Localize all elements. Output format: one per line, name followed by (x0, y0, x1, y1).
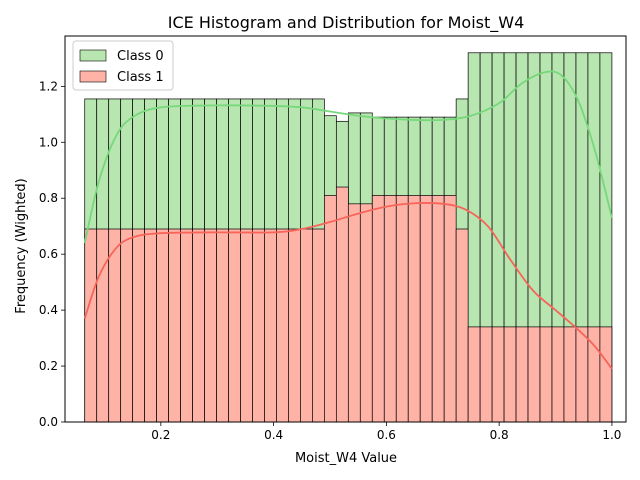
bar-class-1-bin-25 (383, 195, 397, 423)
bar-class-1-bin-29 (431, 195, 445, 423)
bar-class-1-bin-9 (192, 228, 205, 423)
y-tick-label: 0.0 (39, 415, 58, 429)
bar-class-1-bin-10 (204, 228, 217, 423)
bar-class-1-bin-39 (551, 326, 565, 423)
bar-class-1-bin-40 (563, 326, 577, 423)
bar-class-1-bin-19 (312, 228, 325, 423)
bar-class-1-bin-8 (180, 228, 193, 423)
bar-class-1-bin-4 (132, 228, 145, 423)
bar-class-1-bin-27 (407, 195, 421, 423)
bar-class-1-bin-32 (467, 326, 481, 423)
bar-class-1-bin-43 (599, 326, 613, 423)
y-tick-label: 0.8 (39, 191, 58, 205)
kde-line-class-0 (83, 70, 613, 244)
bar-class-1-bin-0 (84, 228, 98, 423)
bar-class-1-bin-6 (156, 228, 169, 423)
y-tick-label: 0.6 (39, 247, 58, 261)
y-tick-label: 0.2 (39, 359, 58, 373)
bar-class-1-bin-26 (395, 195, 409, 423)
x-tick-label: 0.2 (151, 428, 170, 442)
bar-class-1-bin-15 (264, 228, 277, 423)
x-tick-label: 0.4 (264, 428, 283, 442)
x-axis-ticks: 0.2 0.4 0.6 0.8 1.0 (151, 422, 621, 442)
legend-label-class-1: Class 1 (117, 70, 164, 85)
bar-class-1-bin-11 (216, 228, 229, 423)
legend-swatch-class-1 (79, 70, 107, 83)
bar-class-1-bin-5 (144, 228, 157, 423)
bar-class-1-bin-1 (96, 228, 110, 423)
legend-label-class-0: Class 0 (117, 49, 164, 64)
bar-class-1-bin-38 (539, 326, 553, 423)
kde-line-class-1 (83, 202, 613, 370)
bar-class-1-bin-36 (515, 326, 529, 423)
bar-class-1-bin-7 (168, 228, 181, 423)
legend: Class 0 Class 1 (72, 40, 174, 91)
bar-class-1-bin-3 (120, 228, 134, 423)
bar-class-1-bin-14 (252, 228, 265, 423)
y-tick-label: 1.0 (39, 135, 58, 149)
bar-class-1-bin-18 (300, 228, 313, 423)
bar-class-1-bin-34 (491, 326, 505, 423)
bar-class-1-bin-35 (503, 326, 517, 423)
y-tick-label: 1.2 (39, 79, 58, 93)
axes-frame (64, 35, 627, 423)
y-tick-label: 0.4 (39, 303, 58, 317)
bar-class-1-bin-22 (347, 203, 361, 423)
chart-title: ICE Histogram and Distribution for Moist… (168, 13, 525, 33)
bar-class-1-bin-37 (527, 326, 541, 423)
bar-class-1-bin-13 (240, 228, 253, 423)
bar-class-1-bin-33 (479, 326, 493, 423)
kde-lines (83, 70, 613, 370)
bar-class-1-bin-16 (276, 228, 289, 423)
bar-class-1-bin-24 (371, 195, 385, 423)
bar-class-1-bin-21 (335, 186, 349, 423)
bar-class-1-bin-28 (419, 195, 433, 423)
bar-class-1-bin-17 (288, 228, 301, 423)
legend-swatch-class-0 (79, 49, 107, 62)
bar-class-1-bin-20 (324, 195, 337, 423)
bar-class-1-bin-41 (575, 326, 589, 423)
x-tick-label: 0.8 (490, 428, 509, 442)
bar-class-1-bin-12 (228, 228, 241, 423)
x-tick-label: 0.6 (377, 428, 396, 442)
x-tick-label: 1.0 (602, 428, 621, 442)
y-axis-label: Frequency (Wighted) (14, 178, 29, 313)
bar-class-1-bin-30 (443, 195, 457, 423)
bar-class-1-bin-31 (455, 228, 469, 423)
x-axis-label: Moist_W4 Value (295, 451, 397, 466)
bar-class-1-bin-23 (359, 203, 373, 423)
bar-class-1-bin-2 (108, 228, 122, 423)
y-axis-ticks: 0.0 0.2 0.4 0.6 0.8 1.0 1.2 (39, 79, 65, 429)
